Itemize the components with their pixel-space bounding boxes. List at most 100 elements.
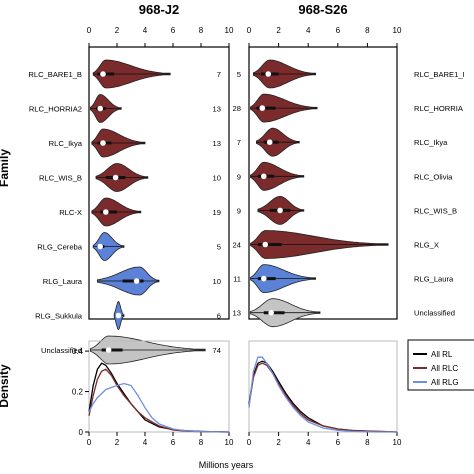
violin-rlc-ikya: RLC_Ikya 13	[49, 128, 221, 158]
family-count: 11	[233, 275, 241, 284]
violin-rlg-x: RLG_X 24	[233, 230, 439, 259]
x-axis-title: Millions years	[199, 460, 254, 470]
x-tick-label: 8	[199, 26, 204, 35]
violin-unclassified: Unclassified 74	[41, 335, 221, 365]
family-count: 6	[217, 312, 221, 321]
family-label: RLG_Laura	[414, 275, 454, 284]
family-count: 9	[237, 206, 241, 215]
violin-median	[268, 309, 275, 316]
density-panel-right: 0 2 4 6 8 10	[247, 340, 402, 447]
violin-median	[133, 278, 140, 284]
family-count: 13	[233, 309, 241, 318]
violin-panel-frame	[88, 46, 230, 320]
x-tick-label: 2	[115, 26, 120, 35]
violin-rlc-wis-b: RLC_WIS_B 10	[39, 163, 221, 192]
family-count: 5	[217, 243, 221, 252]
violin-rlc-horria2: RLC_HORRIA2 13	[29, 94, 221, 123]
violin-median	[261, 173, 267, 180]
x-tick-label: 10	[393, 438, 402, 447]
violin-rlg-laura: RLG_Laura 11	[233, 264, 454, 293]
violin-median	[97, 243, 103, 250]
x-tick-label: 0	[247, 438, 252, 447]
family-label: RLG_Laura	[43, 277, 83, 286]
family-label: RLC_Ikya	[414, 138, 448, 147]
x-tick-label: 4	[143, 438, 148, 447]
violin-median	[266, 139, 273, 145]
family-label: RLG_Cereba	[37, 243, 83, 252]
x-tick-label: 0	[247, 26, 252, 35]
violin-rlc-bare1-b: RLC_BARE1_B 7	[28, 59, 221, 89]
violin-median	[112, 174, 119, 181]
family-label: RLC_BARE1_B	[28, 70, 82, 79]
legend-label: All RLC	[431, 364, 458, 373]
family-count: 28	[233, 104, 241, 113]
family-label: RLC-X	[59, 208, 82, 217]
density-axis-title: Density	[0, 364, 11, 408]
density-line-rlg	[88, 382, 230, 433]
legend-label: All RLG	[431, 378, 459, 387]
density-panel-frame	[88, 340, 230, 433]
family-count: 9	[237, 172, 241, 181]
x-tick-label: 4	[306, 26, 311, 35]
violin-rlg-sukkula: RLG_Sukkula 6	[35, 301, 221, 330]
violin-rlc-olivia: RLC_Olivia 9	[237, 161, 453, 191]
x-tick-label: 0	[87, 438, 92, 447]
violin-rlg-cereba: RLG_Cereba 5	[37, 232, 221, 261]
violin-rlc-bare1-i: RLC_BARE1_I 5	[237, 59, 465, 89]
x-tick-label: 6	[336, 26, 341, 35]
x-tick-label: 10	[393, 26, 402, 35]
violin-unclassified: Unclassified 13	[233, 298, 455, 328]
x-tick-label: 6	[171, 26, 176, 35]
x-tick-label: 2	[115, 438, 120, 447]
violin-median	[100, 71, 106, 77]
family-label: Unclassified	[414, 309, 455, 318]
violin-median	[265, 71, 272, 77]
y-tick-label: 0.2	[72, 388, 84, 397]
x-tick-label: 8	[199, 438, 204, 447]
density-line-rlc	[248, 362, 398, 433]
violin-median	[105, 347, 112, 353]
panel-title: 968-J2	[139, 2, 179, 17]
x-tick-label: 8	[365, 26, 370, 35]
family-count: 13	[213, 139, 221, 148]
density-line-rlc	[88, 368, 230, 433]
density-line-rlg	[248, 356, 397, 433]
violin-median	[262, 241, 269, 248]
violin-median	[97, 105, 103, 112]
violin-rlc-wis-b: RLC_WIS_B 9	[237, 196, 457, 225]
family-count: 74	[213, 346, 221, 355]
family-label: RLC_WIS_B	[414, 206, 457, 215]
family-label: RLC_HORRIA2	[29, 105, 82, 114]
family-count: 24	[233, 241, 241, 250]
y-axis-title: Family	[0, 149, 11, 187]
density-panel-left: 0 2 4 6 8 10 0 0.2 0.4	[72, 340, 234, 447]
x-tick-label: 4	[143, 26, 148, 35]
family-label: RLC_WIS_B	[39, 174, 82, 183]
x-tick-label: 2	[276, 26, 281, 35]
family-count: 10	[213, 277, 221, 286]
family-count: 5	[237, 70, 241, 79]
x-tick-label: 0	[87, 26, 92, 35]
violin-rlc-horria: RLC_HORRIA 28	[233, 93, 464, 123]
violin-rlg-laura: RLG_Laura 10	[43, 266, 221, 296]
family-count: 10	[213, 174, 221, 183]
family-label: RLC_Olivia	[414, 172, 453, 181]
density-panel-frame	[248, 340, 398, 433]
y-tick-label: 0	[79, 428, 84, 437]
family-count: 13	[213, 105, 221, 114]
family-count: 7	[237, 138, 241, 147]
violin-median	[115, 312, 122, 319]
x-tick-label: 4	[306, 438, 311, 447]
family-count: 7	[217, 70, 221, 79]
family-label: RLC_Ikya	[49, 139, 83, 148]
x-tick-label: 8	[365, 438, 370, 447]
x-tick-label: 10	[225, 438, 234, 447]
violin-median	[100, 140, 106, 146]
family-label: RLG_Sukkula	[35, 312, 83, 321]
violin-median	[259, 105, 266, 111]
x-tick-label: 10	[225, 26, 234, 35]
family-count: 19	[213, 208, 221, 217]
